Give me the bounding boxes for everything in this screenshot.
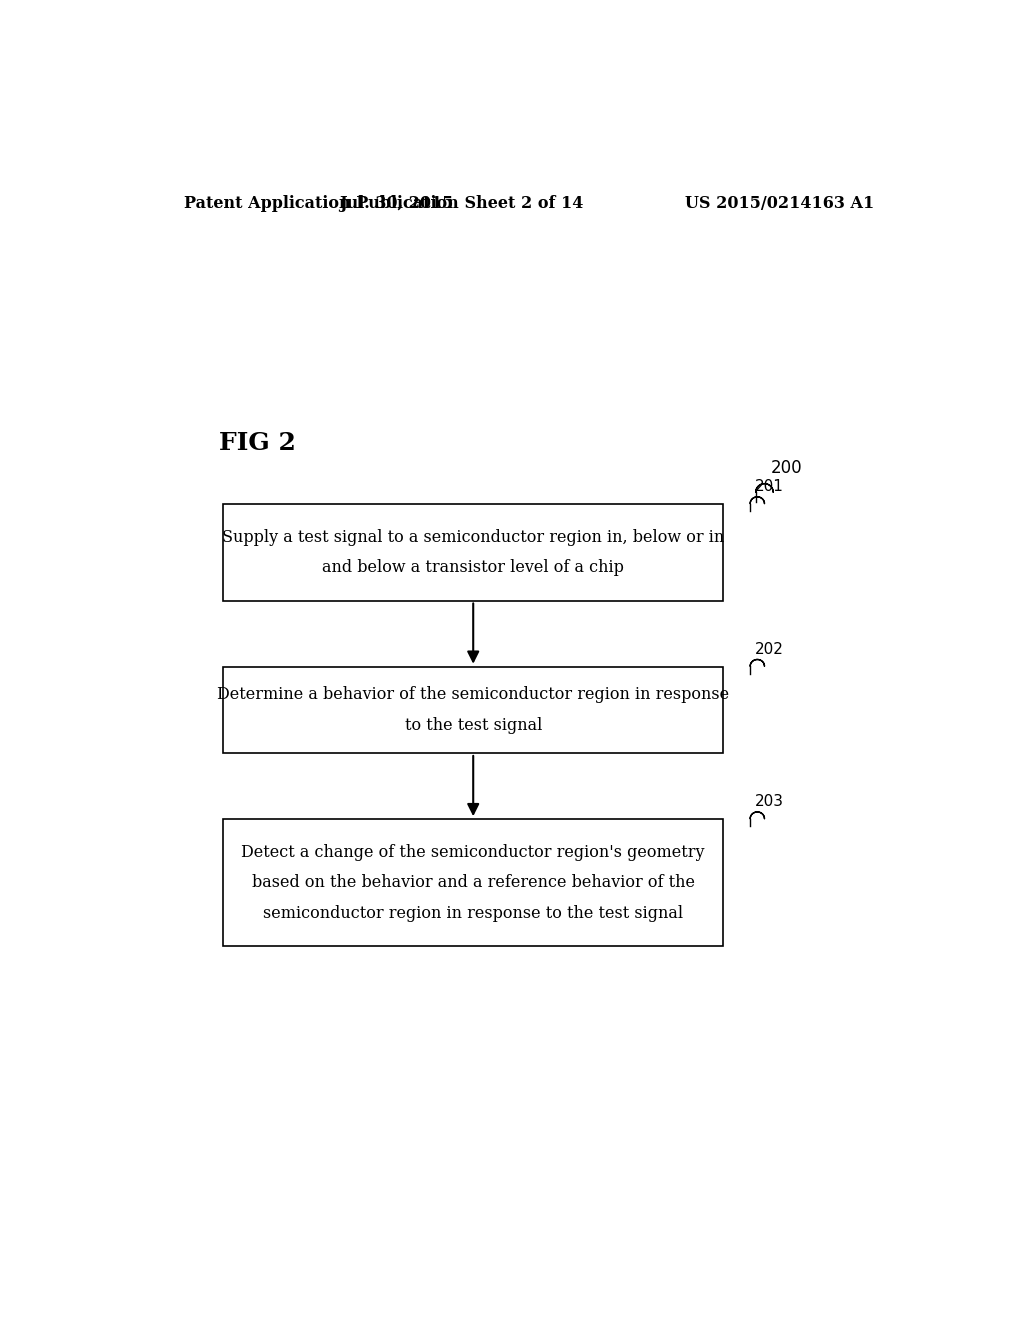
Text: Jul. 30, 2015  Sheet 2 of 14: Jul. 30, 2015 Sheet 2 of 14 xyxy=(339,194,584,211)
FancyBboxPatch shape xyxy=(223,818,723,946)
Text: to the test signal: to the test signal xyxy=(404,717,542,734)
Text: and below a transistor level of a chip: and below a transistor level of a chip xyxy=(323,558,625,576)
Text: US 2015/0214163 A1: US 2015/0214163 A1 xyxy=(685,194,873,211)
Text: Determine a behavior of the semiconductor region in response: Determine a behavior of the semiconducto… xyxy=(217,686,729,704)
Text: Detect a change of the semiconductor region's geometry: Detect a change of the semiconductor reg… xyxy=(242,843,705,861)
Text: 202: 202 xyxy=(755,642,783,657)
FancyBboxPatch shape xyxy=(223,504,723,601)
Text: FIG 2: FIG 2 xyxy=(219,432,296,455)
Text: semiconductor region in response to the test signal: semiconductor region in response to the … xyxy=(263,904,683,921)
Text: 203: 203 xyxy=(755,795,784,809)
Text: 201: 201 xyxy=(755,479,783,494)
Text: Supply a test signal to a semiconductor region in, below or in: Supply a test signal to a semiconductor … xyxy=(222,528,724,545)
FancyBboxPatch shape xyxy=(223,667,723,752)
Text: 200: 200 xyxy=(771,459,803,478)
Text: Patent Application Publication: Patent Application Publication xyxy=(183,194,459,211)
Text: based on the behavior and a reference behavior of the: based on the behavior and a reference be… xyxy=(252,874,694,891)
